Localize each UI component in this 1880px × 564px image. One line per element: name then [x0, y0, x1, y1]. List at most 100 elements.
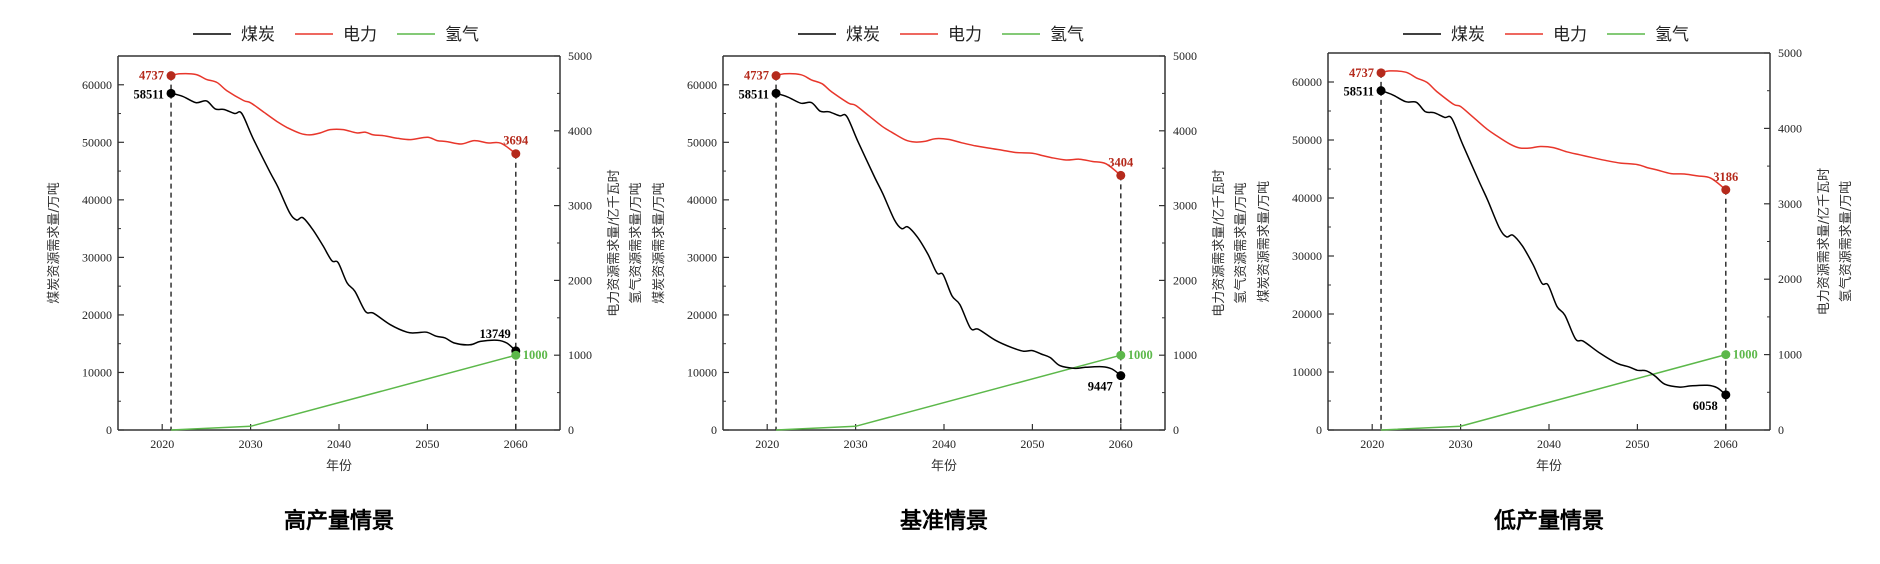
x-tick-label: 2060	[1109, 437, 1133, 451]
label-electricity-end: 3404	[1108, 155, 1134, 169]
x-tick-label: 2050	[1625, 437, 1649, 451]
y-left-tick-label: 60000	[687, 78, 717, 92]
y-left-tick-label: 20000	[1292, 307, 1322, 321]
y-right-axis-label-electricity: 电力资源需求量/亿千瓦时	[1817, 168, 1832, 315]
label-electricity-end: 3694	[503, 134, 529, 148]
point-hydrogen-end	[511, 350, 521, 360]
y-left-tick-label: 30000	[687, 250, 717, 264]
chart-panel-1: 煤炭 电力 氢气 0 10000 20000 30000 40000 50000 60000 0 10…	[47, 25, 644, 534]
y-right-axis-label-hydrogen: 氢气资源需求量/万吨	[628, 182, 644, 303]
point-electricity-start	[166, 71, 176, 81]
y-right-tick-label: 2000	[568, 273, 592, 287]
legend-label: 电力	[948, 25, 982, 45]
y-left-tick-label: 10000	[687, 365, 717, 379]
point-electricity-end	[511, 149, 521, 159]
label-coal-start: 58511	[133, 87, 164, 101]
x-axis-label: 年份	[1536, 459, 1562, 474]
point-electricity-end	[1721, 185, 1731, 195]
x-axis-label: 年份	[326, 459, 352, 474]
y-right-tick-label: 1000	[1778, 348, 1802, 362]
x-axis-label: 年份	[931, 459, 957, 474]
label-hydrogen-end: 1000	[1128, 348, 1153, 362]
legend-label: 氢气	[445, 25, 479, 45]
y-right-tick-label: 5000	[568, 49, 592, 63]
y-right-axis-label-hydrogen: 氢气资源需求量/万吨	[1233, 182, 1249, 303]
y-right-tick-label: 1000	[568, 348, 592, 362]
series-line-electricity	[170, 72, 517, 155]
point-hydrogen-end	[1721, 350, 1731, 360]
label-electricity-start: 4737	[139, 69, 164, 83]
point-coal-start	[1376, 86, 1386, 96]
x-tick-label: 2020	[150, 437, 174, 451]
y-left-tick-label: 50000	[687, 135, 717, 149]
y-right-axis-label-electricity: 电力资源需求量/亿千瓦时	[607, 169, 622, 316]
chart-panel-2: 煤炭 电力 氢气 0 10000 20000 30000 40000 50000 60000 0 10…	[652, 25, 1249, 534]
y-left-tick-label: 50000	[1292, 133, 1322, 147]
y-left-axis-label: 煤炭资源需求量/万吨	[652, 182, 667, 303]
y-left-tick-label: 10000	[82, 365, 112, 379]
scenario-title: 基准情景	[900, 508, 988, 534]
label-coal-end: 13749	[480, 327, 511, 341]
scenario-title: 高产量情景	[284, 508, 394, 534]
y-left-axis-label: 煤炭资源需求量/万吨	[47, 182, 62, 303]
point-coal-end	[1116, 371, 1126, 381]
y-left-tick-label: 30000	[1292, 249, 1322, 263]
series-line-electricity	[1380, 70, 1727, 191]
point-coal-end	[1721, 390, 1731, 400]
legend-label: 氢气	[1050, 25, 1084, 45]
y-left-tick-label: 10000	[1292, 365, 1322, 379]
y-left-tick-label: 40000	[687, 193, 717, 207]
y-right-tick-label: 3000	[568, 199, 592, 213]
series-line-coal	[170, 92, 517, 352]
label-coal-start: 58511	[1343, 85, 1374, 99]
series-line-coal	[1380, 89, 1727, 396]
point-electricity-start	[1376, 68, 1386, 78]
legend-label: 煤炭	[241, 25, 275, 45]
label-electricity-end: 3186	[1713, 170, 1738, 184]
y-right-tick-label: 5000	[1778, 46, 1802, 60]
y-right-tick-label: 5000	[1173, 49, 1197, 63]
y-left-tick-label: 20000	[82, 308, 112, 322]
chart-panel-3: 煤炭 电力 氢气 0 10000 20000 30000 40000 50000 60000 0 10…	[1257, 25, 1854, 534]
y-left-tick-label: 50000	[82, 135, 112, 149]
x-tick-label: 2040	[932, 437, 956, 451]
y-right-tick-label: 4000	[1778, 121, 1802, 135]
y-right-tick-label: 3000	[1173, 199, 1197, 213]
legend-label: 电力	[343, 25, 377, 45]
x-tick-label: 2030	[1449, 437, 1473, 451]
legend-label: 氢气	[1655, 25, 1689, 45]
label-electricity-start: 4737	[1349, 66, 1374, 80]
y-left-tick-label: 0	[106, 423, 112, 437]
point-electricity-start	[771, 71, 781, 81]
point-hydrogen-end	[1116, 350, 1126, 360]
point-electricity-end	[1116, 170, 1126, 180]
y-left-tick-label: 0	[1316, 423, 1322, 437]
point-coal-start	[166, 88, 176, 98]
y-right-tick-label: 0	[568, 423, 574, 437]
x-tick-label: 2050	[415, 437, 439, 451]
y-left-axis-label: 煤炭资源需求量/万吨	[1257, 181, 1272, 302]
x-tick-label: 2040	[327, 437, 351, 451]
point-coal-start	[771, 88, 781, 98]
series-line-hydrogen	[170, 354, 516, 431]
y-right-tick-label: 2000	[1778, 272, 1802, 286]
series-line-hydrogen	[1380, 353, 1726, 431]
series-line-coal	[775, 92, 1122, 377]
label-hydrogen-end: 1000	[1733, 348, 1758, 362]
y-right-tick-label: 0	[1173, 423, 1179, 437]
y-right-tick-label: 3000	[1778, 197, 1802, 211]
legend-label: 煤炭	[1451, 25, 1485, 45]
y-left-tick-label: 60000	[82, 78, 112, 92]
y-left-tick-label: 40000	[1292, 191, 1322, 205]
label-electricity-start: 4737	[744, 69, 769, 83]
series-line-hydrogen	[775, 354, 1121, 431]
x-tick-label: 2030	[844, 437, 868, 451]
label-coal-end: 9447	[1088, 380, 1113, 394]
label-hydrogen-end: 1000	[523, 348, 548, 362]
x-tick-label: 2020	[1360, 437, 1384, 451]
label-coal-start: 58511	[738, 87, 769, 101]
y-left-tick-label: 30000	[82, 250, 112, 264]
x-tick-label: 2040	[1537, 437, 1561, 451]
x-tick-label: 2060	[504, 437, 528, 451]
